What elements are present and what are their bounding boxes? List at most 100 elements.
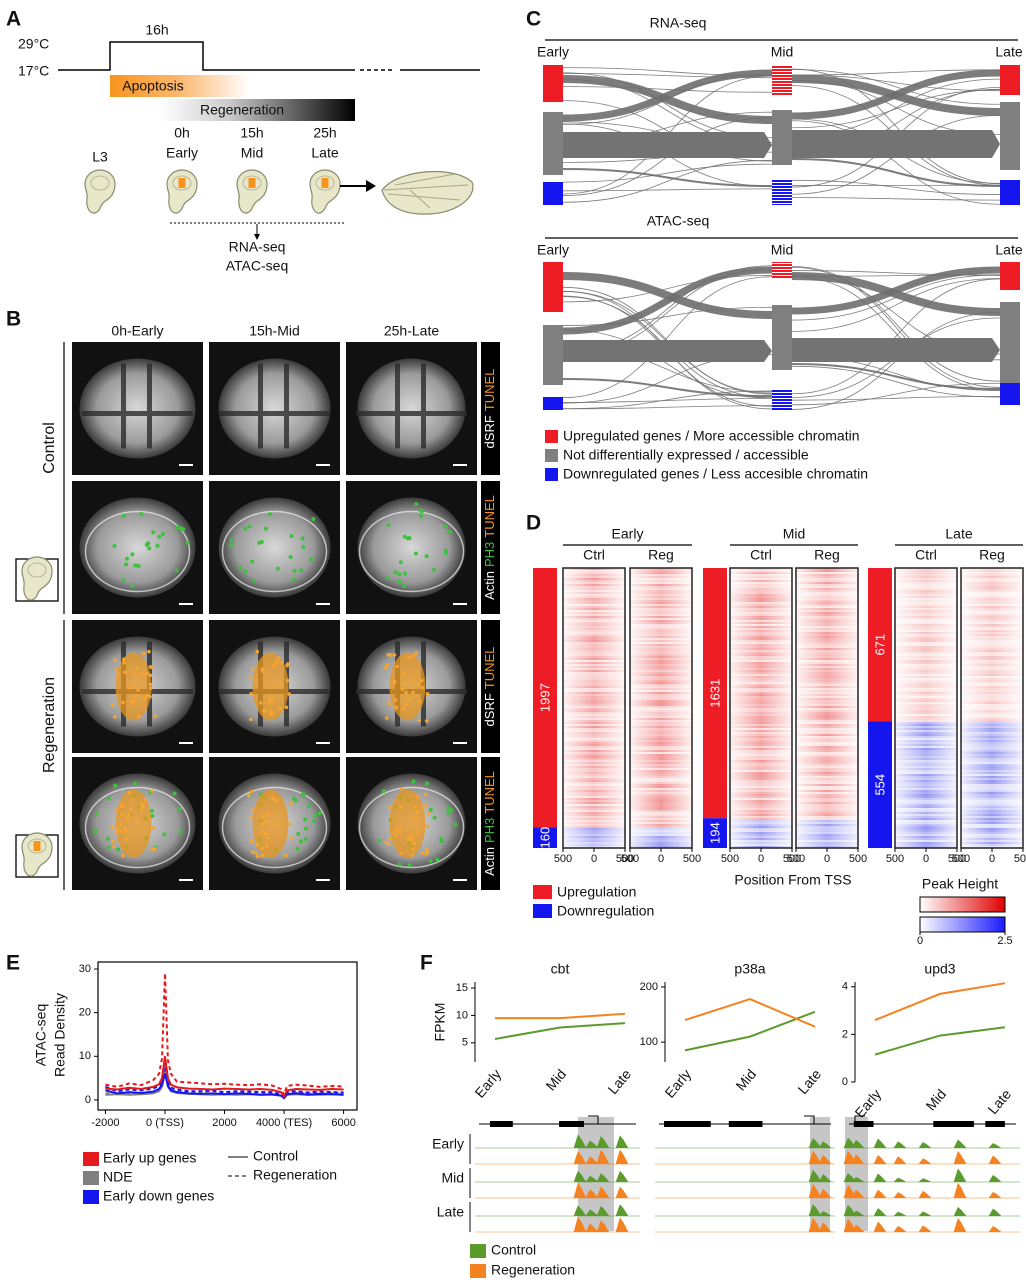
heatmap-row [730, 840, 792, 842]
heatmap-row [796, 720, 858, 722]
heatmap-row [796, 846, 858, 848]
heatmap-row [961, 672, 1023, 674]
heatmap-row [730, 648, 792, 650]
up-bar [868, 568, 892, 722]
heatmap-row [730, 688, 792, 690]
heatmap-row [895, 842, 957, 844]
legend-swatch [83, 1152, 99, 1166]
heatmap-row [961, 652, 1023, 654]
heatmap-row [895, 804, 957, 806]
heatmap-row [796, 698, 858, 700]
heatmap-row [895, 574, 957, 576]
heatmap-row [730, 698, 792, 700]
heatmap-row [630, 576, 692, 578]
track-row-label: Early [432, 1136, 464, 1152]
tss-arrow [588, 1115, 599, 1124]
ph3-dot [428, 859, 433, 864]
heatmap-row [563, 704, 625, 706]
tunel-dot [143, 696, 147, 701]
heatmap-row [730, 694, 792, 696]
heatmap-row [895, 694, 957, 696]
heatmap-row [961, 600, 1023, 602]
heatmap-row [961, 626, 1023, 628]
heatmap-row [630, 738, 692, 740]
heatmap-row [730, 780, 792, 782]
heatmap-row [630, 590, 692, 592]
heatmap-row [961, 592, 1023, 594]
exon [738, 1121, 763, 1127]
heatmap-row [630, 608, 692, 610]
heatmap-row [730, 792, 792, 794]
heatmap-row [730, 812, 792, 814]
heatmap-row [730, 588, 792, 590]
heatmap-row [730, 776, 792, 778]
ph3-dot [317, 811, 322, 816]
heatmap-row [563, 728, 625, 730]
stage-label: Mid [771, 44, 794, 60]
tunel-dot [386, 842, 391, 847]
ph3-dot [177, 806, 182, 811]
heatmap-row [563, 706, 625, 708]
tunel-dot [268, 708, 273, 713]
group-title: Mid [783, 526, 806, 542]
heatmap-row [730, 640, 792, 642]
heatmap-row [895, 832, 957, 834]
tunel-dot [260, 829, 265, 834]
sankey-flow [562, 405, 773, 410]
heatmap-row [563, 698, 625, 700]
heatmap-row [961, 590, 1023, 592]
heatmap-row [630, 586, 692, 588]
heatmap-row [796, 822, 858, 824]
series-line [105, 973, 344, 1098]
heatmap-row [961, 632, 1023, 634]
heatmap-row [730, 758, 792, 760]
heatmap-row [630, 668, 692, 670]
ph3-dot [414, 502, 419, 507]
heatmap-row [630, 808, 692, 810]
heatmap-row [961, 752, 1023, 754]
heatmap-row [895, 780, 957, 782]
tunel-dot [406, 837, 411, 842]
heatmap-row [563, 586, 625, 588]
ph3-dot [293, 798, 298, 803]
stain-name: Actin [482, 847, 497, 876]
heatmap-row [563, 628, 625, 630]
ph3-dot [106, 845, 111, 850]
heatmap-row [895, 762, 957, 764]
tunel-dot [251, 808, 255, 812]
heatmap-row [630, 830, 692, 832]
group-title: Early [612, 526, 644, 542]
heatmap-row [961, 790, 1023, 792]
heatmap-row [895, 692, 957, 694]
tunel-dot [392, 680, 397, 684]
heatmap-row [630, 634, 692, 636]
heatmap-row [563, 674, 625, 676]
tunel-dot [413, 815, 418, 820]
sankey-flow [562, 397, 773, 403]
heatmap-row [961, 800, 1023, 802]
tunel-dot [409, 837, 414, 842]
heatmap-row [630, 646, 692, 648]
heatmap-row [796, 740, 858, 742]
heatmap-row [895, 570, 957, 572]
disc-pouch [90, 175, 110, 191]
heatmap-row [796, 834, 858, 836]
heatmap-row [730, 626, 792, 628]
heatmap-row [630, 650, 692, 652]
ph3-dot [229, 538, 234, 543]
regeneration-bar [160, 99, 355, 121]
exon [933, 1121, 965, 1127]
heatmap-row [961, 572, 1023, 574]
heatmap-row [961, 748, 1023, 750]
sankey-flow [791, 74, 1001, 92]
heatmap-row [961, 692, 1023, 694]
x-tick-label: 500 [886, 853, 904, 865]
heatmap-row [961, 830, 1023, 832]
heatmap-row [730, 668, 792, 670]
heatmap-row [961, 736, 1023, 738]
heatmap-row [961, 688, 1023, 690]
tunel-dot [143, 798, 148, 802]
apoptosis-bar [110, 75, 250, 97]
heatmap-row [961, 620, 1023, 622]
heatmap-row [563, 602, 625, 604]
